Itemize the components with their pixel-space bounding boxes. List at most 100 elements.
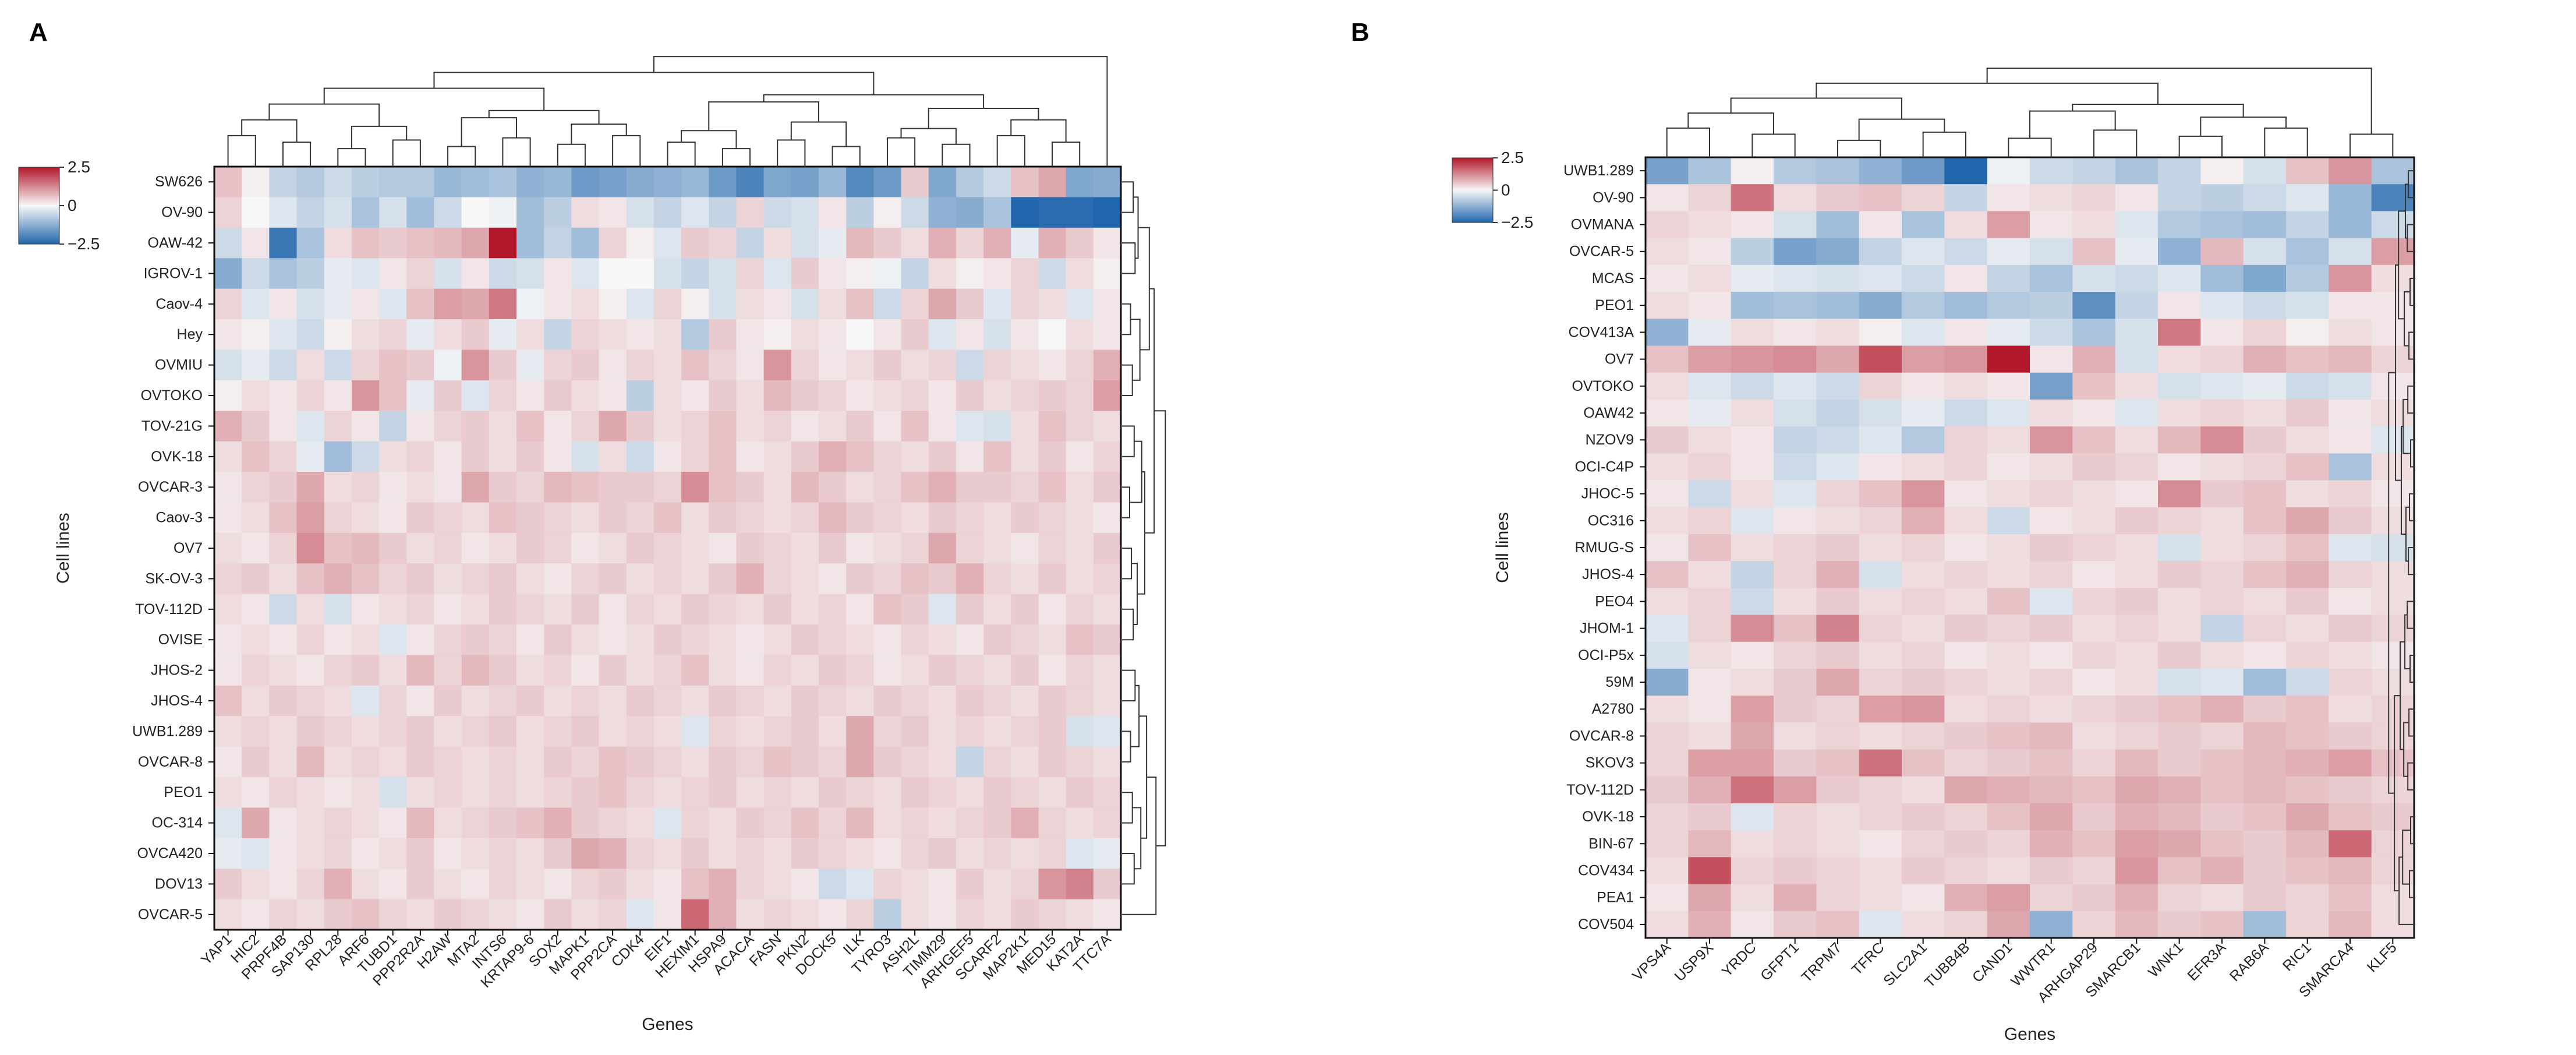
heatmap-cell (544, 838, 572, 869)
panel-b-letter: B (1351, 18, 1370, 47)
column-dendrogram-branch (708, 101, 819, 131)
heatmap-cell (2371, 426, 2415, 454)
heatmap-cell (901, 716, 929, 747)
heatmap-cell (653, 869, 682, 900)
row-label: OVCAR-8 (138, 754, 203, 770)
heatmap-cell (901, 869, 929, 900)
heatmap-cell (709, 746, 737, 778)
heatmap-cell (1093, 350, 1121, 381)
heatmap-cell (434, 167, 462, 197)
heatmap-cell (681, 319, 709, 350)
heatmap-cell (571, 319, 600, 350)
heatmap-cell (379, 838, 407, 869)
heatmap-cell (1731, 534, 1774, 562)
heatmap-cell (681, 838, 709, 869)
heatmap-cell (489, 227, 517, 259)
heatmap-cell (873, 655, 902, 686)
heatmap-cell (736, 624, 765, 655)
heatmap-cell (1066, 594, 1094, 625)
row-label: OVTOKO (140, 387, 203, 404)
heatmap-cell (434, 746, 462, 778)
heatmap-cell (763, 350, 792, 381)
heatmap-cell (1944, 211, 1988, 239)
heatmap-cell (928, 563, 957, 595)
heatmap-cell (846, 594, 874, 625)
heatmap-cell (1944, 319, 1988, 347)
heatmap-cell (214, 716, 242, 747)
heatmap-cell (2329, 480, 2372, 508)
heatmap-cell (2200, 211, 2244, 239)
heatmap-cell (2158, 184, 2201, 212)
heatmap-cell (763, 563, 792, 595)
heatmap-cell (379, 441, 407, 472)
row-label: PEO1 (164, 784, 203, 800)
heatmap-cell (901, 532, 929, 564)
heatmap-cell (2072, 534, 2116, 562)
heatmap-cell (2243, 319, 2287, 347)
heatmap-cell (1066, 563, 1094, 595)
heatmap-cell (709, 777, 737, 808)
heatmap-cell (2371, 264, 2415, 292)
heatmap-cell (2243, 641, 2287, 669)
heatmap-cell (681, 227, 709, 259)
heatmap-cell (1731, 857, 1774, 885)
heatmap-cell (1902, 480, 1945, 508)
heatmap-cell (2072, 696, 2116, 723)
heatmap-cell (1688, 453, 1732, 481)
heatmap-cell (269, 380, 298, 411)
row-label: OVTOKO (1572, 378, 1634, 394)
heatmap-cell (736, 258, 765, 290)
heatmap-cell (242, 319, 270, 350)
heatmap-cell (434, 472, 462, 503)
heatmap-cell (351, 258, 380, 290)
heatmap-cell (1688, 157, 1732, 185)
heatmap-cell (1944, 264, 1988, 292)
heatmap-cell (269, 594, 298, 625)
heatmap-cell (1774, 211, 1817, 239)
heatmap-cell (1902, 722, 1945, 750)
heatmap-cell (406, 807, 435, 839)
heatmap-cell (1011, 716, 1039, 747)
column-dendrogram-branch (667, 142, 696, 167)
row-label: OVISE (158, 631, 203, 648)
heatmap-cell (599, 502, 627, 534)
heatmap-cell (571, 685, 600, 717)
heatmap-cell (819, 350, 847, 381)
heatmap-cell (296, 532, 325, 564)
heatmap-cell (1011, 899, 1039, 930)
heatmap-cell (846, 716, 874, 747)
heatmap-cell (846, 563, 874, 595)
heatmap-cell (1902, 830, 1945, 858)
column-dendrogram-branch (337, 148, 366, 167)
heatmap-cell (2329, 426, 2372, 454)
row-label: OV-90 (161, 204, 203, 221)
row-dendrogram-branch (1122, 242, 1136, 274)
colorbar-tick-label: −2.5 (68, 235, 100, 253)
heatmap-cell (489, 350, 517, 381)
row-label: A2780 (1592, 701, 1634, 717)
heatmap-cell (406, 441, 435, 472)
row-dendrogram-branch (1130, 440, 1142, 503)
heatmap-cell (653, 685, 682, 717)
heatmap-cell (1688, 830, 1732, 858)
heatmap-cell (1859, 453, 1902, 481)
heatmap-cell (2371, 292, 2415, 319)
heatmap-cell (571, 869, 600, 900)
heatmap-cell (324, 167, 352, 197)
heatmap-cell (269, 167, 298, 197)
heatmap-cell (2243, 264, 2287, 292)
heatmap-cell (736, 655, 765, 686)
heatmap-cell (1859, 749, 1902, 777)
row-label: OVCAR-8 (1569, 728, 1634, 744)
heatmap-cell (571, 227, 600, 259)
heatmap-cell (983, 746, 1011, 778)
heatmap-cell (2286, 157, 2329, 185)
heatmap-cell (1816, 857, 1860, 885)
heatmap-cell (1902, 238, 1945, 266)
heatmap-cell (2286, 453, 2329, 481)
heatmap-cell (736, 685, 765, 717)
heatmap-cell (1011, 227, 1039, 259)
heatmap-cell (1066, 350, 1094, 381)
heatmap-cell (1816, 534, 1860, 562)
heatmap-cell (1987, 399, 2030, 427)
